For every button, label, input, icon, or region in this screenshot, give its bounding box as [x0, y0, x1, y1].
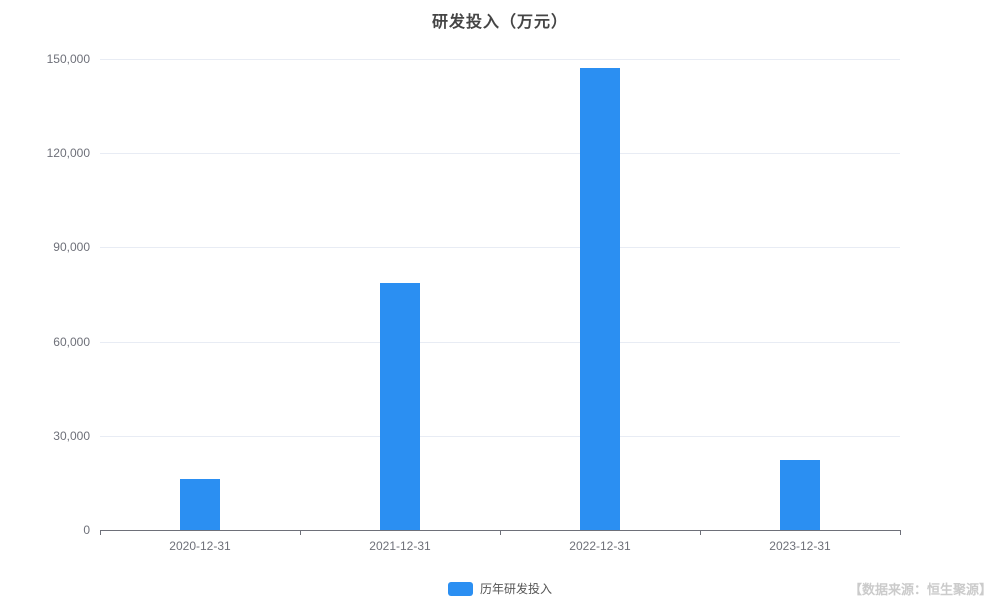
bar-2022-12-31[interactable]: [580, 68, 620, 530]
legend-swatch-icon[interactable]: [447, 581, 473, 596]
y-tick-label: 150,000: [46, 52, 90, 66]
x-tick-label: 2021-12-31: [369, 539, 431, 553]
y-axis-labels: 0 30,000 60,000 90,000 120,000 150,000: [0, 52, 90, 537]
gridline: [100, 59, 900, 60]
plot-area: 2020-12-31 2021-12-31 2022-12-31 2023-12-31: [100, 59, 901, 553]
x-axis-tick: [100, 530, 101, 535]
gridline: [100, 247, 900, 249]
bar-2020-12-31[interactable]: [180, 479, 220, 530]
y-tick-label: 60,000: [53, 334, 90, 349]
data-source-note: 【数据来源：恒生聚源】: [848, 582, 992, 597]
chart-title: 研发投入（万元）: [431, 14, 568, 31]
x-tick-label: 2020-12-31: [169, 539, 231, 553]
legend-label[interactable]: 历年研发投入: [479, 582, 552, 596]
x-axis-tick: [700, 530, 701, 535]
legend[interactable]: 历年研发投入: [0, 580, 1000, 597]
y-tick-label: 0: [83, 523, 90, 537]
x-tick-label: 2022-12-31: [569, 539, 631, 553]
gridline: [100, 341, 900, 343]
y-tick-label: 120,000: [46, 146, 90, 161]
x-axis-tick: [900, 530, 901, 535]
bar-2023-12-31[interactable]: [780, 459, 820, 530]
x-axis-tick: [300, 530, 301, 535]
x-tick-label: 2023-12-31: [769, 539, 831, 553]
gridline: [100, 435, 900, 437]
gridline: [100, 153, 900, 155]
y-tick-label: 30,000: [53, 428, 90, 443]
bar-2021-12-31[interactable]: [380, 282, 420, 530]
x-axis-tick: [500, 530, 501, 535]
y-tick-label: 90,000: [53, 240, 90, 255]
